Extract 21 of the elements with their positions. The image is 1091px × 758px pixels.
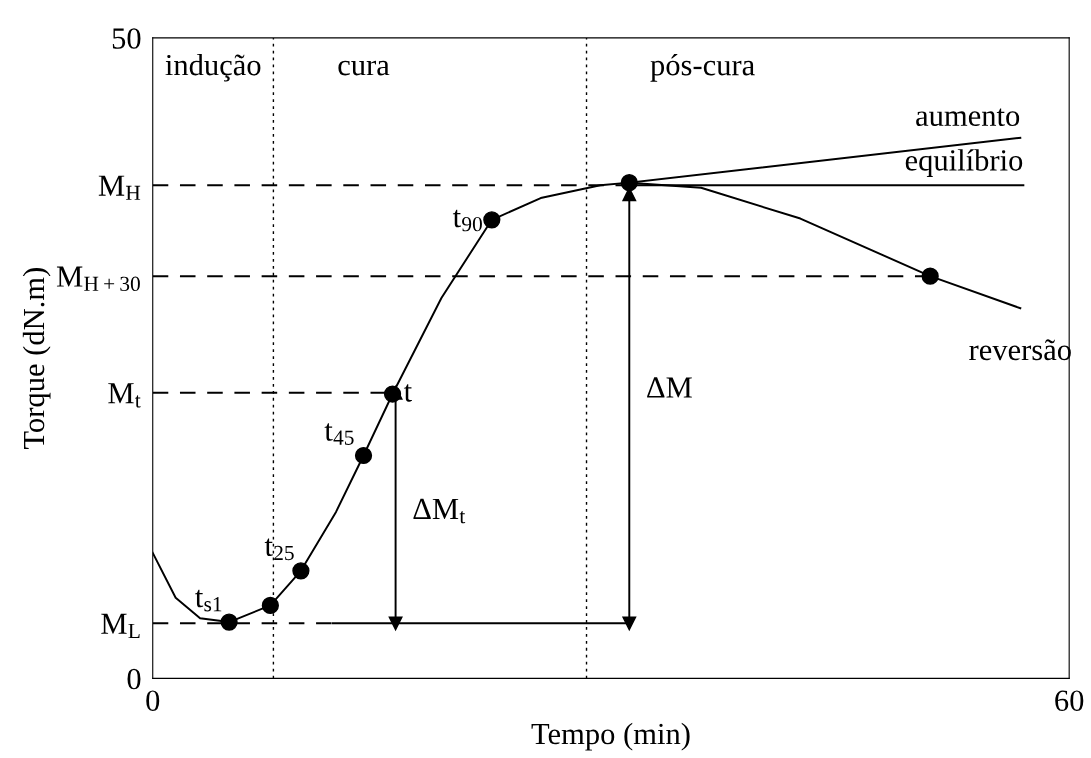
annotation: equilíbrio <box>905 149 1023 177</box>
y-tick-label: M$_{t}$ <box>108 383 141 408</box>
y-axis-title: Torque (dN.m) <box>22 268 51 450</box>
annotation: t$_{25}$ <box>264 538 294 561</box>
annotation: t$_{45}$ <box>324 423 354 445</box>
annotation: cura <box>338 60 390 76</box>
annotation: t$_{90}$ <box>452 209 482 232</box>
y-tick-label: M$_{L}$ <box>101 613 140 638</box>
annotation: aumento <box>916 108 1020 127</box>
x-tick-label: 60 <box>1055 690 1084 712</box>
annotation: ΔM <box>647 377 692 398</box>
annotation: indução <box>165 53 261 82</box>
annotation: t$_{s1}$ <box>195 589 222 612</box>
y-tick-label: M$_{H+30}$ <box>56 266 140 292</box>
annotation: pós-cura <box>650 53 755 82</box>
y-tick-label: M$_{H}$ <box>98 175 141 200</box>
y-tick-label: 50 <box>112 28 141 49</box>
x-axis-title: Tempo (min) <box>531 722 690 751</box>
annotation: t <box>403 384 412 402</box>
y-tick-label: 0 <box>127 668 141 690</box>
annotation: ΔM$_{t}$ <box>413 498 466 524</box>
